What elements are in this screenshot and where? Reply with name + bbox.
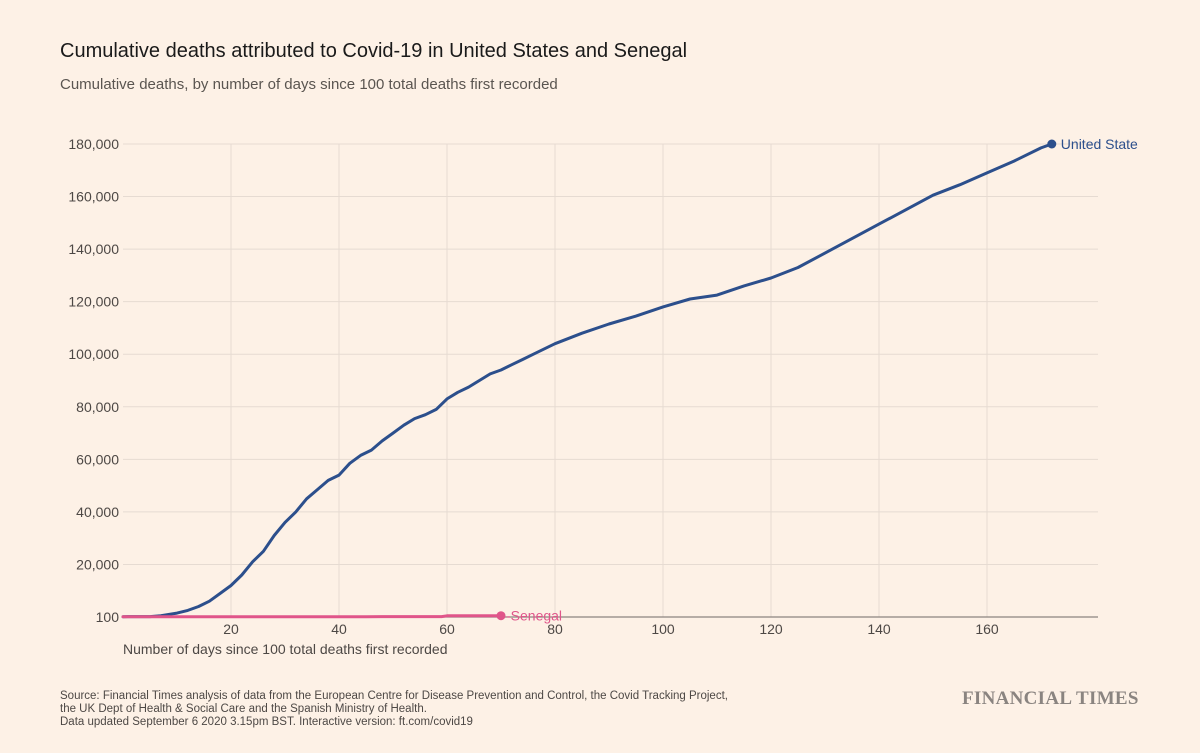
y-tick-label: 100,000	[68, 346, 119, 362]
line-chart: 100 20,000 40,000 60,000 80,000 100,000 120,00…	[68, 136, 1138, 657]
senegal-label: -Senegal	[506, 608, 562, 624]
x-tick-label: 60	[439, 621, 455, 637]
y-tick-label: 60,000	[76, 451, 119, 467]
source-line-1: Source: Financial Times analysis of data…	[60, 690, 728, 702]
source-note: Source: Financial Times analysis of data…	[60, 690, 728, 729]
x-tick-label: 100	[651, 621, 675, 637]
united-states-label: United State	[1061, 136, 1138, 152]
ft-logo: FINANCIAL TIMES	[962, 688, 1139, 709]
source-line-2: the UK Dept of Health & Social Care and …	[60, 703, 427, 715]
y-tick-label: 160,000	[68, 189, 119, 205]
x-tick-label: 140	[867, 621, 891, 637]
y-tick-label: 140,000	[68, 241, 119, 257]
y-tick-label: 40,000	[76, 504, 119, 520]
x-tick-label: 40	[331, 621, 347, 637]
united-states-endpoint	[1047, 139, 1057, 149]
senegal-line	[121, 614, 503, 619]
chart-subtitle: Cumulative deaths, by number of days sin…	[60, 76, 558, 93]
x-tick-label: 80	[547, 621, 563, 637]
x-axis-label: Number of days since 100 total deaths fi…	[123, 641, 448, 657]
source-line-3: Data updated September 6 2020 3.15pm BST…	[60, 716, 473, 728]
united-states-line	[121, 142, 1054, 619]
y-tick-label: 20,000	[76, 556, 119, 572]
senegal-endpoint	[496, 611, 506, 621]
y-tick-label: 120,000	[68, 294, 119, 310]
y-tick-label: 180,000	[68, 136, 119, 152]
chart-title: Cumulative deaths attributed to Covid-19…	[60, 40, 688, 62]
x-tick-label: 20	[223, 621, 239, 637]
y-tick-label: 80,000	[76, 399, 119, 415]
y-tick-label: 100	[96, 609, 120, 625]
x-tick-label: 160	[975, 621, 999, 637]
x-tick-label: 120	[759, 621, 783, 637]
